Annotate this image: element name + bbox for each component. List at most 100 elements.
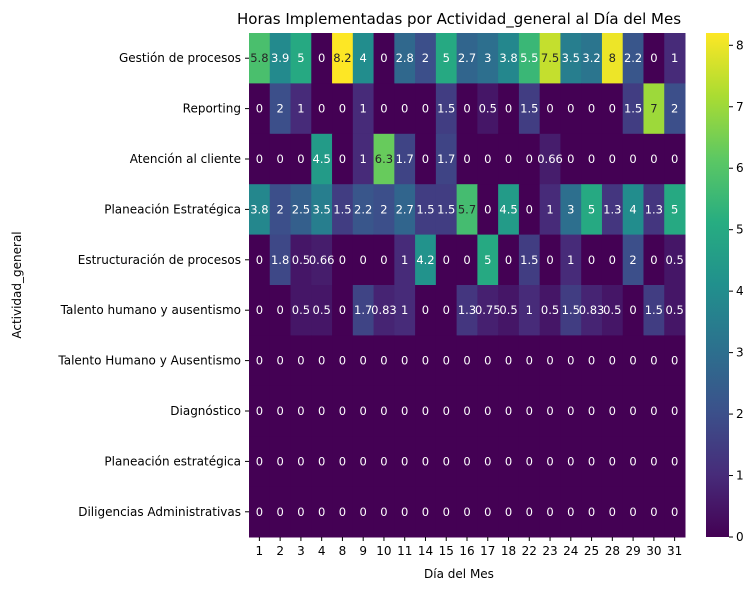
cell-value-label: 1.5	[624, 102, 642, 116]
cell-value-label: 1	[360, 102, 367, 116]
heatmap-cell	[601, 234, 624, 286]
heatmap-cell	[601, 486, 624, 538]
heatmap-cell	[622, 285, 644, 336]
cell-value-label: 5	[443, 51, 450, 65]
heatmap-cells	[249, 33, 686, 538]
heatmap-cell	[560, 133, 582, 185]
cell-value-label: 0	[463, 354, 470, 368]
heatmap-cell	[311, 385, 333, 437]
cell-value-label: 0	[443, 303, 450, 317]
cell-value-label: 0	[360, 404, 367, 418]
heatmap-cell	[373, 184, 395, 236]
heatmap-cell	[498, 335, 520, 387]
colorbar: 0 1 2 3 4 5 6 7 8	[706, 33, 744, 544]
heatmap-cell	[539, 385, 561, 437]
cell-value-label: 0	[463, 102, 470, 116]
heatmap-cell	[518, 285, 541, 336]
heatmap-cell	[643, 335, 665, 387]
cell-value-label: 0	[505, 505, 512, 519]
cell-value-label: 0	[401, 354, 408, 368]
cell-value-label: 1.5	[645, 303, 663, 317]
y-tick-label: Planeación estratégica	[104, 454, 241, 468]
heatmap-cell	[249, 385, 271, 437]
cell-value-label: 7	[650, 102, 657, 116]
heatmap-cell	[415, 385, 437, 437]
heatmap-cell	[539, 83, 561, 135]
heatmap-cell	[311, 285, 333, 336]
heatmap-cell	[290, 184, 312, 236]
cell-value-label: 0	[443, 404, 450, 418]
cell-value-label: 1	[401, 253, 408, 267]
cell-value-label: 0	[463, 152, 470, 166]
cell-value-label: 0	[567, 354, 574, 368]
cell-value-label: 0	[276, 404, 283, 418]
heatmap-cell	[415, 33, 437, 84]
heatmap-cell	[373, 335, 395, 387]
cell-value-label: 0	[650, 51, 657, 65]
cell-value-label: 0.5	[499, 303, 517, 317]
cell-value-label: 0	[567, 505, 574, 519]
cell-value-label: 0.5	[313, 303, 331, 317]
cell-value-label: 0	[484, 202, 491, 216]
heatmap-cell	[415, 234, 437, 286]
cell-value-label: 0.5	[292, 253, 310, 267]
cell-value-label: 0	[650, 454, 657, 468]
cell-value-label: 0	[339, 505, 346, 519]
heatmap-cell	[456, 234, 478, 286]
cell-value-label: 1.3	[645, 202, 663, 216]
cell-value-label: 0	[256, 404, 263, 418]
cell-value-label: 0	[297, 152, 304, 166]
cell-value-label: 0	[339, 454, 346, 468]
y-tick-label: Diligencias Administrativas	[78, 505, 241, 519]
cell-value-label: 0	[339, 102, 346, 116]
cell-value-label: 5	[588, 202, 595, 216]
heatmap-cell	[415, 335, 437, 387]
cell-value-label: 2.7	[396, 202, 414, 216]
cell-value-label: 0	[609, 354, 616, 368]
heatmap-cell	[352, 133, 375, 185]
heatmap-cell-labels: 5.8 3.9 5 0 8.2 4 0 2.8 2 5 2.7 3 3.8 5.5 7.5 3.5 3.2 8 2.…	[250, 51, 684, 519]
cell-value-label: 0	[629, 505, 636, 519]
colorbar-tick-label: 3	[736, 346, 744, 360]
cell-value-label: 0	[526, 152, 533, 166]
heatmap-cell	[539, 285, 561, 336]
cell-value-label: 0	[546, 354, 553, 368]
colorbar-tick-label: 6	[736, 161, 744, 175]
cell-value-label: 0	[339, 253, 346, 267]
heatmap-cell	[352, 385, 375, 437]
heatmap-cell	[518, 83, 541, 135]
heatmap-cell	[311, 184, 333, 236]
cell-value-label: 8	[609, 51, 616, 65]
heatmap-cell	[477, 133, 499, 185]
heatmap-cell	[290, 486, 312, 538]
cell-value-label: 0.5	[292, 303, 310, 317]
heatmap-cell	[601, 133, 624, 185]
cell-value-label: 3	[484, 51, 491, 65]
heatmap-cell	[332, 83, 354, 135]
cell-value-label: 0	[609, 404, 616, 418]
cell-value-label: 0	[380, 354, 387, 368]
heatmap-cell	[269, 335, 292, 387]
y-tick-label: Talento humano y ausentismo	[60, 303, 241, 317]
cell-value-label: 0	[318, 354, 325, 368]
cell-value-label: 1.7	[437, 152, 455, 166]
cell-value-label: 0	[484, 152, 491, 166]
cell-value-label: 4	[629, 202, 636, 216]
cell-value-label: 0	[256, 454, 263, 468]
heatmap-cell	[456, 285, 478, 336]
cell-value-label: 4.5	[499, 202, 517, 216]
heatmap-cell	[249, 184, 271, 236]
heatmap-cell	[249, 436, 271, 488]
cell-value-label: 0	[256, 505, 263, 519]
heatmap-cell	[477, 33, 499, 84]
heatmap-cell	[477, 184, 499, 236]
heatmap-cell	[601, 285, 624, 336]
cell-value-label: 8.2	[333, 51, 351, 65]
heatmap-cell	[394, 234, 416, 286]
cell-value-label: 0	[318, 51, 325, 65]
heatmap-cell	[373, 133, 395, 185]
heatmap-cell	[269, 436, 292, 488]
y-axis: Gestión de procesos Reporting Atención al …	[57, 51, 249, 519]
heatmap-cell	[560, 33, 582, 84]
heatmap-cell	[518, 33, 541, 84]
